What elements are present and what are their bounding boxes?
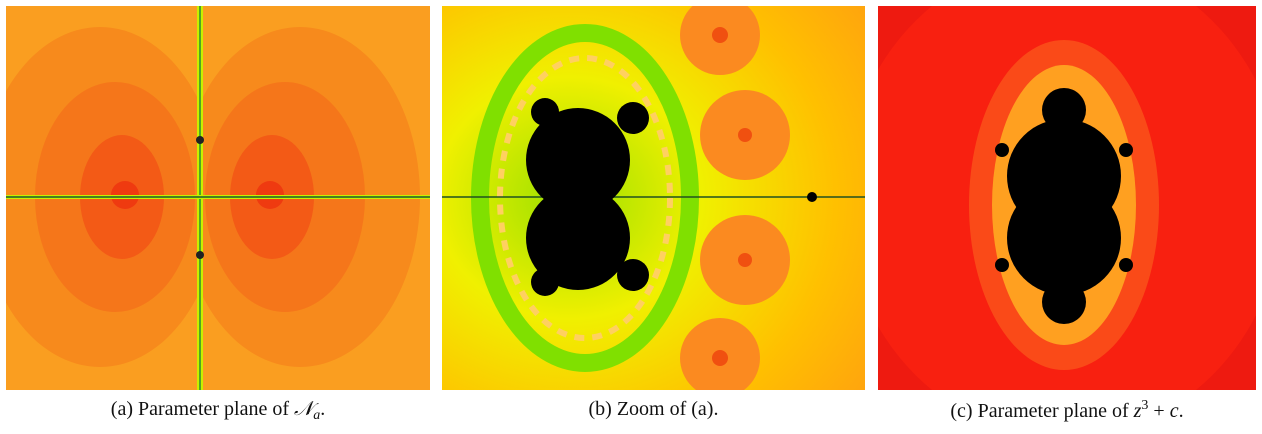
panel-a bbox=[6, 6, 430, 390]
caption-part: c bbox=[1169, 400, 1179, 422]
caption-part: (a) Parameter plane of bbox=[110, 398, 295, 420]
caption: (b) Zoom of (a). bbox=[442, 398, 865, 421]
caption-part: 𝒩 bbox=[294, 398, 314, 420]
caption: (a) Parameter plane of 𝒩a. bbox=[6, 398, 430, 424]
panel-c bbox=[878, 6, 1256, 390]
caption-part: . bbox=[320, 398, 326, 420]
figure-panels bbox=[6, 6, 1256, 390]
caption: (c) Parameter plane of z3 + c. bbox=[878, 398, 1256, 423]
caption-part: 3 bbox=[1141, 398, 1149, 413]
caption-part: . bbox=[1178, 400, 1184, 422]
caption-part: + bbox=[1148, 400, 1170, 422]
caption-part: z bbox=[1133, 400, 1142, 422]
panel-b bbox=[442, 6, 865, 390]
caption-part: (b) Zoom of (a). bbox=[588, 398, 719, 420]
caption-part: (c) Parameter plane of bbox=[950, 400, 1134, 422]
caption-part: a bbox=[313, 408, 321, 423]
